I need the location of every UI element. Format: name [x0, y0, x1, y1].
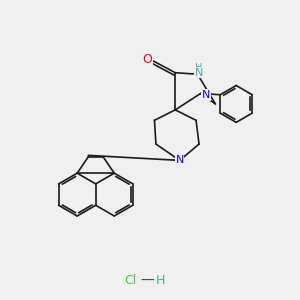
Text: N: N — [195, 68, 203, 78]
Text: O: O — [143, 53, 153, 66]
Text: —: — — [140, 274, 154, 288]
Text: N: N — [202, 90, 210, 100]
Text: N: N — [176, 155, 184, 165]
Text: H: H — [195, 63, 203, 73]
Text: H: H — [156, 274, 165, 287]
Text: Cl: Cl — [124, 274, 137, 287]
